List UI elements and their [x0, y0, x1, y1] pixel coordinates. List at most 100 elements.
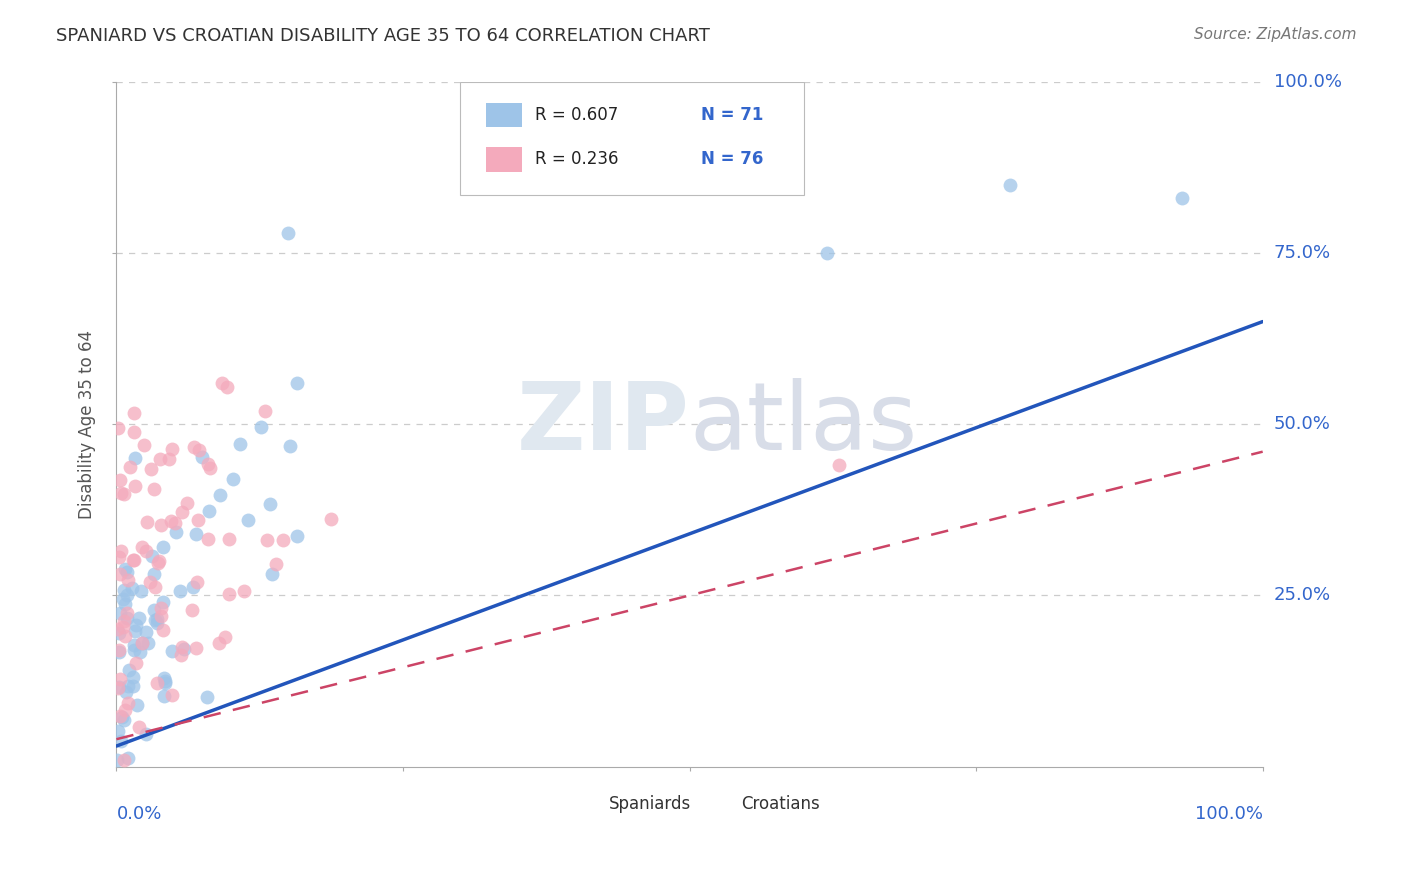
Point — [152, 690, 174, 704]
Point — [143, 482, 166, 496]
Point — [190, 450, 212, 465]
Point — [236, 513, 259, 527]
Point — [122, 425, 145, 439]
Point — [209, 488, 232, 502]
Point — [141, 462, 163, 476]
Point — [1171, 191, 1194, 205]
Point — [122, 406, 145, 420]
Point — [115, 611, 138, 625]
Point — [176, 496, 198, 510]
Point — [108, 626, 131, 640]
Text: 75.0%: 75.0% — [1274, 244, 1331, 262]
Point — [142, 567, 165, 582]
Point — [254, 403, 277, 417]
Point — [169, 584, 191, 599]
Text: 0.0%: 0.0% — [117, 805, 162, 823]
Point — [233, 584, 256, 599]
Point — [128, 720, 150, 734]
Point — [264, 557, 287, 571]
FancyBboxPatch shape — [575, 792, 600, 816]
Text: 25.0%: 25.0% — [1274, 586, 1331, 605]
Text: SPANIARD VS CROATIAN DISABILITY AGE 35 TO 64 CORRELATION CHART: SPANIARD VS CROATIAN DISABILITY AGE 35 T… — [56, 27, 710, 45]
Point — [112, 591, 135, 606]
Text: Croatians: Croatians — [741, 796, 820, 814]
Point — [114, 597, 136, 611]
Point — [107, 723, 129, 738]
Point — [165, 525, 187, 540]
Point — [124, 624, 146, 638]
Point — [180, 603, 202, 617]
Point — [139, 575, 162, 590]
Point — [277, 226, 299, 240]
Point — [152, 623, 174, 637]
Point — [152, 540, 174, 554]
Point — [143, 603, 166, 617]
Point — [124, 552, 146, 566]
Point — [110, 734, 132, 748]
Point — [273, 533, 295, 548]
Point — [217, 380, 239, 394]
Point — [107, 753, 129, 767]
Point — [112, 583, 135, 598]
Point — [197, 690, 219, 705]
Point — [110, 485, 132, 500]
Point — [157, 452, 180, 467]
Point — [153, 671, 176, 685]
Point — [136, 635, 159, 649]
Point — [124, 450, 146, 465]
Point — [128, 611, 150, 625]
Point — [117, 607, 139, 621]
Point — [1000, 178, 1022, 192]
Point — [256, 533, 278, 548]
Point — [197, 457, 219, 471]
Point — [112, 487, 135, 501]
Point — [200, 461, 222, 475]
Point — [114, 562, 136, 576]
Text: 50.0%: 50.0% — [1274, 416, 1330, 434]
Point — [114, 703, 136, 717]
Text: atlas: atlas — [689, 378, 918, 470]
Point — [135, 625, 157, 640]
Point — [124, 656, 146, 670]
Point — [110, 544, 132, 558]
Point — [278, 438, 301, 452]
Point — [214, 630, 236, 644]
Text: R = 0.607: R = 0.607 — [534, 106, 619, 124]
Point — [285, 528, 308, 542]
Point — [186, 641, 208, 656]
Point — [124, 478, 146, 492]
Point — [115, 684, 138, 698]
Point — [197, 504, 219, 518]
Point — [129, 583, 152, 598]
Point — [129, 644, 152, 658]
Point — [155, 676, 177, 690]
Point — [117, 751, 139, 765]
Point — [118, 663, 141, 677]
Point — [150, 600, 173, 615]
Point — [141, 549, 163, 564]
Point — [183, 580, 205, 594]
Point — [134, 437, 156, 451]
Point — [229, 437, 252, 451]
Point — [108, 642, 131, 657]
Point — [120, 459, 142, 474]
Point — [108, 673, 131, 687]
Point — [115, 588, 138, 602]
Point — [107, 645, 129, 659]
Point — [114, 630, 136, 644]
Point — [122, 670, 145, 684]
Point — [146, 676, 169, 690]
Text: N = 76: N = 76 — [702, 151, 763, 169]
Text: Spaniards: Spaniards — [609, 796, 692, 814]
Point — [108, 709, 131, 723]
Point — [197, 532, 219, 546]
Point — [183, 440, 205, 454]
Point — [108, 680, 131, 694]
Text: ZIP: ZIP — [516, 378, 689, 470]
FancyBboxPatch shape — [460, 82, 804, 195]
Point — [111, 709, 134, 723]
Point — [170, 640, 193, 655]
Point — [163, 516, 186, 530]
Point — [108, 549, 131, 564]
Point — [173, 641, 195, 656]
